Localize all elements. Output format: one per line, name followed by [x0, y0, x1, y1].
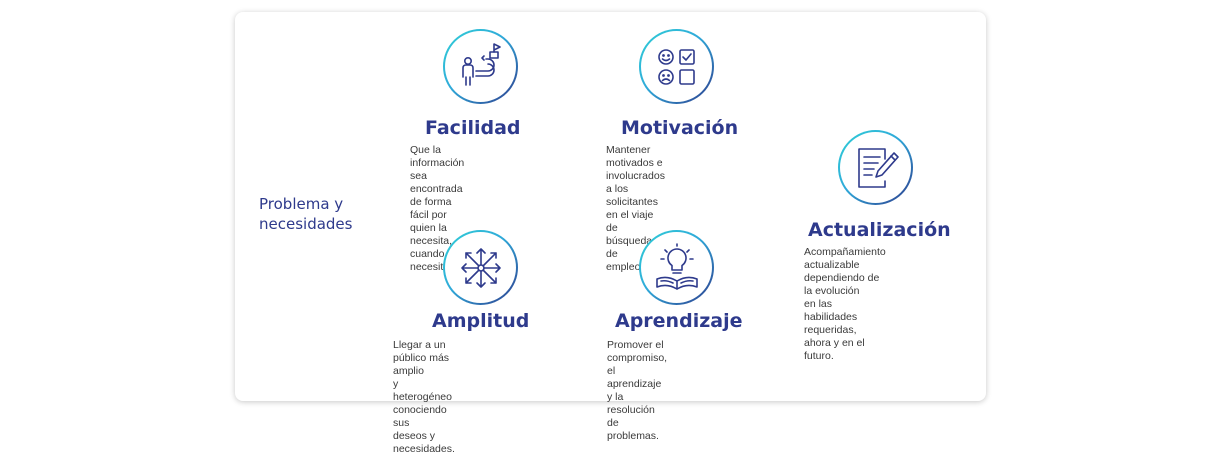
feature-description: Mantener motivados e involucrados a los …: [606, 144, 665, 273]
feature-title: Aprendizaje: [615, 310, 743, 332]
feature-title: Actualización: [808, 219, 951, 241]
expand-arrows-icon: [443, 230, 518, 305]
feature-description: Que la información sea encontrada de for…: [410, 144, 465, 273]
features-card: Problema y necesidades Facilidad Que la …: [235, 12, 986, 455]
journey-flag-icon: [443, 29, 518, 104]
document-pencil-icon: [838, 130, 913, 205]
feature-title: Amplitud: [432, 310, 530, 332]
feature-description: Llegar a un público más amplio y heterog…: [393, 339, 455, 455]
feature-title: Facilidad: [425, 117, 521, 139]
feedback-checklist-icon: [639, 29, 714, 104]
feature-description: Promover el compromiso, el aprendizaje y…: [607, 339, 668, 442]
section-title: Problema y necesidades: [259, 195, 353, 233]
lightbulb-book-icon: [639, 230, 714, 305]
feature-description: Acompañamiento actualizable dependiendo …: [804, 246, 886, 362]
feature-title: Motivación: [621, 117, 739, 139]
